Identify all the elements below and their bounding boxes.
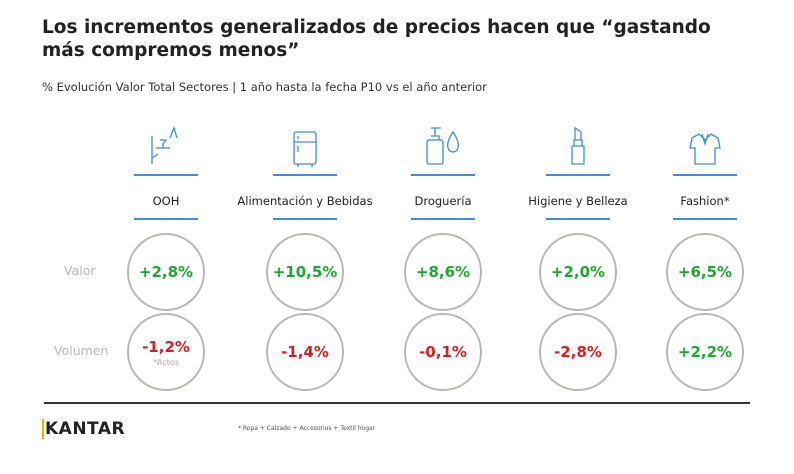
row-label-volumen: Volumen [54, 343, 109, 358]
valor-value: +2,8% [138, 263, 194, 281]
sector-ooh: OOH [96, 118, 236, 220]
page-title: Los incrementos generalizados de precios… [42, 17, 711, 61]
bar-drinks-icon [96, 118, 236, 168]
volumen-circle: -1,2% *Actos [127, 313, 205, 391]
volumen-value: -1,2% [142, 337, 190, 356]
divider [44, 402, 750, 404]
footnote: * Ropa + Calzado + Accesorios + Textil h… [238, 425, 376, 432]
logo-text: KANTAR [42, 419, 126, 439]
volumen-circle: -1,4% [266, 313, 344, 391]
valor-circle: +2,0% [539, 233, 617, 311]
valor-circle: +2,8% [127, 233, 205, 311]
volumen-value: +2,2% [677, 343, 733, 361]
valor-value: +2,0% [550, 263, 606, 281]
volumen-value: -1,4% [281, 343, 329, 361]
valor-circle: +6,5% [666, 233, 744, 311]
volumen-value: -2,8% [554, 343, 602, 361]
volumen-circle: -0,1% [404, 313, 482, 391]
valor-value: +6,5% [677, 263, 733, 281]
sector-higiene: Higiene y Belleza [508, 118, 648, 220]
sector-drogueria: Droguería [373, 118, 513, 220]
valor-value: +8,6% [415, 263, 471, 281]
volumen-note: *Actos [153, 357, 179, 367]
subtitle: % Evolución Valor Total Sectores | 1 año… [42, 80, 487, 94]
sector-label: Droguería [414, 194, 472, 208]
volumen-circle: +2,2% [666, 313, 744, 391]
soap-drop-icon [373, 118, 513, 168]
sector-label: OOH [152, 194, 180, 208]
lipstick-icon [508, 118, 648, 168]
valor-value: +10,5% [272, 263, 338, 281]
sector-alimentacion: Alimentación y Bebidas [235, 118, 375, 220]
sector-label: Alimentación y Bebidas [237, 194, 373, 208]
shirt-icon [635, 118, 775, 168]
fridge-icon [235, 118, 375, 168]
kantar-logo: KANTAR [42, 419, 126, 439]
valor-circle: +10,5% [266, 233, 344, 311]
valor-circle: +8,6% [404, 233, 482, 311]
volumen-value: -0,1% [419, 343, 467, 361]
sector-fashion: Fashion* [635, 118, 775, 220]
row-label-valor: Valor [64, 263, 96, 278]
sector-label: Higiene y Belleza [528, 194, 628, 208]
volumen-circle: -2,8% [539, 313, 617, 391]
sector-label: Fashion* [680, 194, 730, 208]
